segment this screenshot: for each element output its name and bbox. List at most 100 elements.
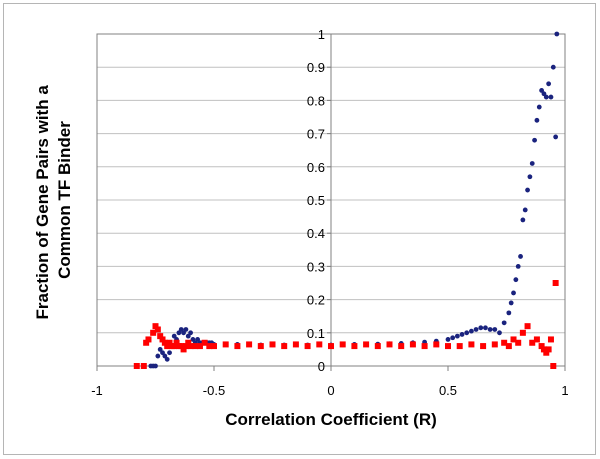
data-point xyxy=(155,353,161,359)
data-point xyxy=(182,343,189,350)
data-point xyxy=(176,330,182,336)
data-point xyxy=(173,339,180,346)
data-point xyxy=(450,335,456,341)
data-point xyxy=(433,341,440,348)
data-point xyxy=(522,207,528,213)
data-point xyxy=(201,339,208,346)
data-point xyxy=(505,343,512,350)
data-point xyxy=(445,343,451,350)
x-tick-label: -1 xyxy=(91,383,103,398)
data-point xyxy=(157,333,164,340)
data-point xyxy=(483,325,488,331)
data-point xyxy=(541,91,547,97)
chart-frame xyxy=(3,3,596,455)
data-point xyxy=(161,339,168,346)
data-point xyxy=(550,363,557,369)
data-point xyxy=(257,343,264,350)
data-point xyxy=(497,330,502,336)
x-tick-label: 0.5 xyxy=(439,383,457,398)
data-point xyxy=(478,325,484,331)
data-point xyxy=(501,339,508,346)
y-tick-label: 0.2 xyxy=(307,293,325,308)
data-point xyxy=(454,333,460,339)
data-point xyxy=(459,332,465,337)
data-point xyxy=(206,343,213,350)
data-point xyxy=(316,341,323,348)
data-point xyxy=(501,320,507,326)
data-point xyxy=(491,341,498,348)
y-tick-label: 1 xyxy=(318,27,325,42)
data-point xyxy=(133,363,140,369)
data-point xyxy=(192,343,199,350)
data-point xyxy=(154,326,161,333)
data-point xyxy=(548,94,554,100)
data-series xyxy=(133,31,560,369)
series-2 xyxy=(133,280,559,369)
data-point xyxy=(386,341,393,348)
data-point xyxy=(515,339,522,346)
data-point xyxy=(492,327,498,332)
data-point xyxy=(510,336,517,343)
y-tick-label: 0.1 xyxy=(307,326,325,341)
data-point xyxy=(351,343,358,350)
y-tick-label: 0.3 xyxy=(307,259,325,274)
data-point xyxy=(511,290,516,296)
x-tick-label: -0.5 xyxy=(203,383,225,398)
data-point xyxy=(281,343,288,350)
data-point xyxy=(195,337,201,342)
data-point xyxy=(469,328,474,334)
y-tick-label: 0.8 xyxy=(307,93,325,108)
data-point xyxy=(553,134,559,140)
data-point xyxy=(547,336,554,343)
data-point xyxy=(196,343,203,350)
data-point xyxy=(540,346,547,353)
data-point xyxy=(468,341,475,348)
data-point xyxy=(185,339,192,346)
data-point xyxy=(171,333,177,339)
data-point xyxy=(445,337,451,342)
data-point xyxy=(508,300,514,306)
data-point xyxy=(160,350,165,356)
data-point xyxy=(143,339,150,346)
data-point xyxy=(554,31,560,37)
data-point xyxy=(246,341,253,348)
y-tick-label: 0.5 xyxy=(307,193,325,208)
data-point xyxy=(145,336,152,343)
data-point xyxy=(374,343,381,350)
data-point xyxy=(552,280,559,286)
data-point xyxy=(550,64,556,70)
data-point xyxy=(180,346,187,353)
data-point xyxy=(178,327,184,332)
data-point xyxy=(525,187,530,193)
data-point xyxy=(187,343,194,350)
data-point xyxy=(190,337,196,342)
data-point xyxy=(480,343,487,350)
y-tick-label: 0.6 xyxy=(307,160,325,175)
y-axis-title-line-1: Fraction of Gene Pairs with a xyxy=(33,85,52,320)
data-point xyxy=(211,343,217,350)
data-point xyxy=(178,343,185,350)
data-point xyxy=(506,310,512,316)
data-point xyxy=(183,327,189,332)
data-point xyxy=(188,330,194,336)
data-point xyxy=(534,117,540,123)
y-tick-label: 0 xyxy=(318,359,325,374)
data-point xyxy=(167,350,172,356)
data-point xyxy=(533,336,540,343)
data-point xyxy=(539,88,544,93)
data-point xyxy=(292,341,299,348)
data-point xyxy=(536,104,542,110)
data-point xyxy=(545,346,552,353)
data-point xyxy=(328,343,334,350)
y-tick-label: 0.7 xyxy=(307,127,325,142)
data-point xyxy=(532,137,537,143)
data-point xyxy=(304,343,311,350)
x-tick-label: 1 xyxy=(561,383,568,398)
data-point xyxy=(473,327,479,332)
data-point xyxy=(164,356,170,362)
data-point xyxy=(519,329,526,336)
data-point xyxy=(421,343,428,350)
axis-ticks: 0 0.1 0.2 0.3 0.4 0.5 0.6 0.7 0.8 0.9 1 -1 -0.5 0 0.5 1 xyxy=(91,27,568,398)
data-point xyxy=(181,330,186,336)
